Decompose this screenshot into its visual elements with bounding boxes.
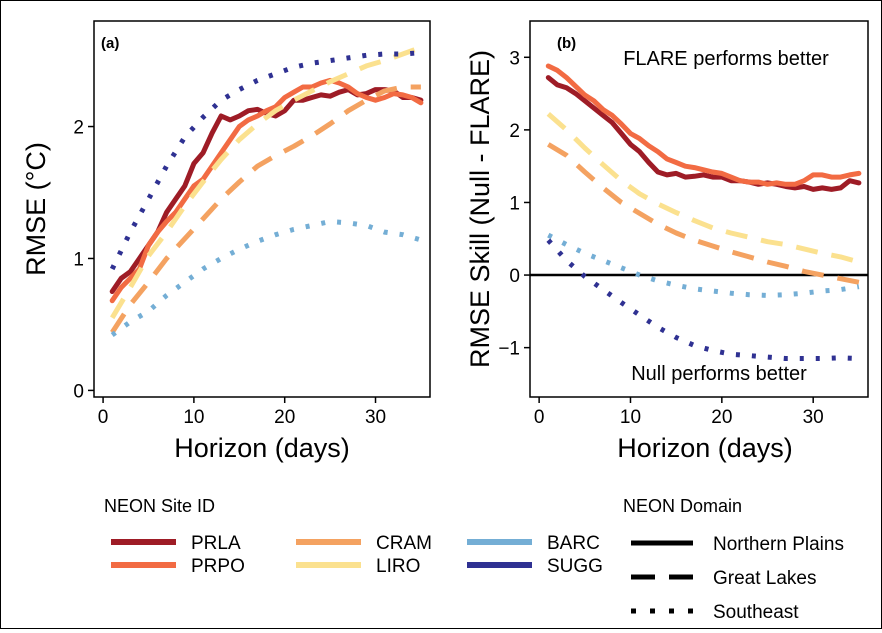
series-line-cram <box>547 142 860 285</box>
legend-label-prpo: PRPO <box>191 556 245 577</box>
panel-b-series <box>545 63 862 361</box>
series-line-prla <box>545 75 862 192</box>
series-line-prpo <box>545 63 862 187</box>
series-line-prpo <box>109 77 424 304</box>
panel-b-x-axis-title: Horizon (days) <box>617 433 793 463</box>
panel-a-series <box>109 45 424 338</box>
y-tick-label: 0 <box>509 266 520 287</box>
x-tick-label: 0 <box>98 407 109 428</box>
y-tick-label: 1 <box>509 193 520 214</box>
x-tick-label: 10 <box>183 407 204 428</box>
series-line-cram <box>110 84 421 334</box>
annotation-null-better: Null performs better <box>631 363 807 385</box>
series-line-liro <box>546 112 860 265</box>
panel-b-border <box>529 20 869 398</box>
panel-a-x-ticks: 0 10 20 30 <box>98 397 386 428</box>
y-tick-label: 2 <box>509 121 520 142</box>
legend-label-cram: CRAM <box>376 533 432 554</box>
y-tick-label: 3 <box>509 48 520 69</box>
panel-b-x-ticks: 0 10 20 30 <box>534 397 824 428</box>
legend-domains: Northern Plains Great Lakes Southeast <box>631 534 844 623</box>
panel-b-y-ticks: −1 0 1 2 3 <box>498 48 530 360</box>
y-tick-label: −1 <box>498 339 520 360</box>
legend-label-sugg: SUGG <box>547 556 603 577</box>
legend-label-domain: Northern Plains <box>713 534 844 555</box>
panel-a-label: (a) <box>101 35 119 52</box>
y-tick-label: 2 <box>73 118 84 139</box>
panel-a-x-axis-title: Horizon (days) <box>174 433 350 463</box>
legend-domain-title: NEON Domain <box>623 496 742 516</box>
series-line-barc <box>110 219 422 338</box>
series-line-liro <box>110 45 422 320</box>
panel-b-y-axis-title: RMSE Skill (Null - FLARE) <box>465 50 495 368</box>
legend-label-domain: Southeast <box>713 602 799 623</box>
panel-a-y-axis-title: RMSE (°C) <box>21 142 51 276</box>
x-tick-label: 0 <box>534 407 545 428</box>
x-tick-label: 20 <box>711 407 732 428</box>
x-tick-label: 30 <box>365 407 386 428</box>
legend-label-liro: LIRO <box>376 556 420 577</box>
annotation-flare-better: FLARE performs better <box>623 48 829 70</box>
x-tick-label: 20 <box>274 407 295 428</box>
panel-a: 0 10 20 30 0 1 2 (a) Horizon (days) RMSE (°C) <box>21 20 431 463</box>
panel-b-label: (b) <box>557 35 576 52</box>
panel-a-border <box>93 20 431 398</box>
panel-a-y-ticks: 0 1 2 <box>73 118 94 402</box>
legend-label-barc: BARC <box>547 533 600 554</box>
y-tick-label: 1 <box>73 249 84 270</box>
legend-label-domain: Great Lakes <box>713 568 817 589</box>
legend-label-prla: PRLA <box>191 533 241 554</box>
x-tick-label: 10 <box>620 407 641 428</box>
x-tick-label: 30 <box>803 407 824 428</box>
y-tick-label: 0 <box>73 381 84 402</box>
panel-b: 0 10 20 30 −1 0 1 2 3 (b) FLARE performs better… <box>465 20 869 463</box>
legend-site-title: NEON Site ID <box>104 496 215 516</box>
